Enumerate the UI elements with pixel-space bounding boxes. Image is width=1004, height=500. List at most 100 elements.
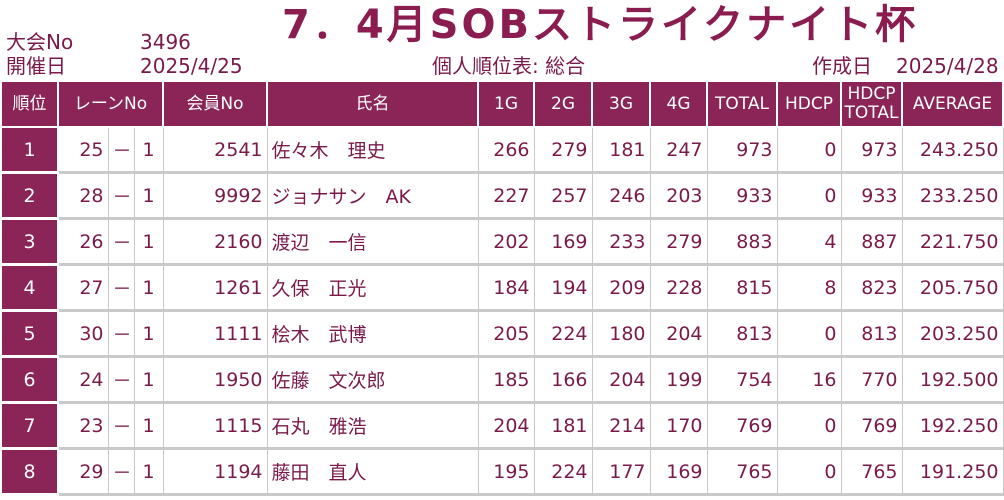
cell-hdcp-total: 973 [840, 126, 903, 174]
cell-game-2: 224 [533, 448, 593, 496]
cell-rank: 1 [0, 126, 59, 174]
cell-name: ジョナサン AK [266, 172, 479, 220]
cell-name: 佐々木 理史 [266, 126, 479, 174]
cell-hdcp: 0 [776, 172, 842, 220]
table-row: 5 30 － 1 1111 桧木 武博 205 224 180 204 813 0 813 203.250 [0, 309, 1004, 358]
cell-lane: 25 [57, 126, 109, 174]
cell-rank: 2 [0, 171, 59, 220]
cell-lane-sep: － [107, 356, 135, 404]
cell-lane-sub: 1 [133, 356, 164, 404]
cell-lane: 23 [57, 402, 109, 450]
cell-hdcp-total: 823 [840, 264, 903, 312]
col-rank: 順位 [0, 80, 59, 128]
cell-hdcp: 16 [776, 356, 842, 404]
cell-game-2: 166 [533, 356, 593, 404]
cell-game-4: 247 [649, 126, 708, 174]
cell-total: 933 [706, 172, 778, 220]
col-average: AVERAGE [901, 80, 1004, 128]
cell-game-4: 170 [649, 402, 708, 450]
cell-total: 754 [706, 356, 778, 404]
cell-game-3: 214 [591, 402, 651, 450]
cell-lane: 27 [57, 264, 109, 312]
cell-average: 191.250 [901, 448, 1004, 496]
table-row: 2 28 － 1 9992 ジョナサン AK 227 257 246 203 933 0 933 233.… [0, 171, 1004, 220]
cell-game-1: 266 [477, 126, 535, 174]
cell-lane-sep: － [107, 402, 135, 450]
cell-game-4: 203 [649, 172, 708, 220]
cell-rank: 3 [0, 217, 59, 266]
created-label: 作成日 [812, 54, 872, 78]
cell-lane-sep: － [107, 310, 135, 358]
event-date: 2025/4/25 [140, 54, 243, 78]
cell-lane-sub: 1 [133, 264, 164, 312]
col-lane: レーンNo [57, 80, 164, 128]
tournament-no-label: 大会No [6, 30, 74, 54]
cell-hdcp-total: 770 [840, 356, 903, 404]
cell-name: 石丸 雅浩 [266, 402, 479, 450]
cell-lane-sub: 1 [133, 126, 164, 174]
cell-lane-sep: － [107, 448, 135, 496]
ranking-table: 順位 レーンNo 会員No 氏名 1G 2G 3G 4G TOTAL HDCP … [0, 80, 1004, 496]
table-row: 6 24 － 1 1950 佐藤 文次郎 185 166 204 199 754 16 770 192.5… [0, 355, 1004, 404]
cell-rank: 7 [0, 401, 59, 450]
cell-lane-sub: 1 [133, 310, 164, 358]
cell-lane: 30 [57, 310, 109, 358]
cell-name: 久保 正光 [266, 264, 479, 312]
table-row: 3 26 － 1 2160 渡辺 一信 202 169 233 279 883 4 887 221.750 [0, 217, 1004, 266]
cell-lane: 29 [57, 448, 109, 496]
cell-average: 192.500 [901, 356, 1004, 404]
report-subtitle: 個人順位表: 総合 [432, 54, 586, 78]
col-hdcp: HDCP [776, 80, 842, 128]
cell-game-3: 246 [591, 172, 651, 220]
cell-game-4: 169 [649, 448, 708, 496]
col-game-3: 3G [591, 80, 651, 128]
cell-game-2: 224 [533, 310, 593, 358]
cell-hdcp: 0 [776, 310, 842, 358]
cell-lane-sub: 1 [133, 402, 164, 450]
cell-hdcp-total: 769 [840, 402, 903, 450]
cell-lane-sep: － [107, 126, 135, 174]
cell-average: 233.250 [901, 172, 1004, 220]
cell-total: 769 [706, 402, 778, 450]
cell-name: 桧木 武博 [266, 310, 479, 358]
table-row: 8 29 － 1 1194 藤田 直人 195 224 177 169 765 0 765 191.250 [0, 447, 1004, 496]
col-hdcp-total: HDCP TOTAL [840, 80, 903, 128]
cell-hdcp-total: 765 [840, 448, 903, 496]
cell-member-no: 1194 [162, 448, 268, 496]
col-name: 氏名 [266, 80, 479, 128]
col-member-no: 会員No [162, 80, 268, 128]
cell-game-2: 279 [533, 126, 593, 174]
cell-game-1: 195 [477, 448, 535, 496]
cell-lane-sub: 1 [133, 448, 164, 496]
col-game-2: 2G [533, 80, 593, 128]
cell-game-3: 180 [591, 310, 651, 358]
cell-lane-sep: － [107, 172, 135, 220]
cell-hdcp-total: 813 [840, 310, 903, 358]
col-hdcp-total-line2: TOTAL [844, 103, 899, 123]
cell-rank: 4 [0, 263, 59, 312]
cell-game-3: 209 [591, 264, 651, 312]
cell-game-3: 181 [591, 126, 651, 174]
cell-average: 205.750 [901, 264, 1004, 312]
cell-hdcp: 0 [776, 402, 842, 450]
cell-member-no: 9992 [162, 172, 268, 220]
cell-lane: 24 [57, 356, 109, 404]
cell-lane-sub: 1 [133, 172, 164, 220]
cell-game-1: 202 [477, 218, 535, 266]
cell-game-4: 204 [649, 310, 708, 358]
cell-hdcp: 0 [776, 448, 842, 496]
table-row: 7 23 － 1 1115 石丸 雅浩 204 181 214 170 769 0 769 192.250 [0, 401, 1004, 450]
cell-lane-sep: － [107, 264, 135, 312]
cell-hdcp: 4 [776, 218, 842, 266]
col-total: TOTAL [706, 80, 778, 128]
cell-name: 藤田 直人 [266, 448, 479, 496]
cell-member-no: 1111 [162, 310, 268, 358]
cell-game-4: 228 [649, 264, 708, 312]
cell-game-2: 194 [533, 264, 593, 312]
cell-average: 192.250 [901, 402, 1004, 450]
col-game-4: 4G [649, 80, 708, 128]
cell-game-3: 233 [591, 218, 651, 266]
cell-total: 765 [706, 448, 778, 496]
cell-member-no: 1950 [162, 356, 268, 404]
date-label: 開催日 [6, 54, 66, 78]
